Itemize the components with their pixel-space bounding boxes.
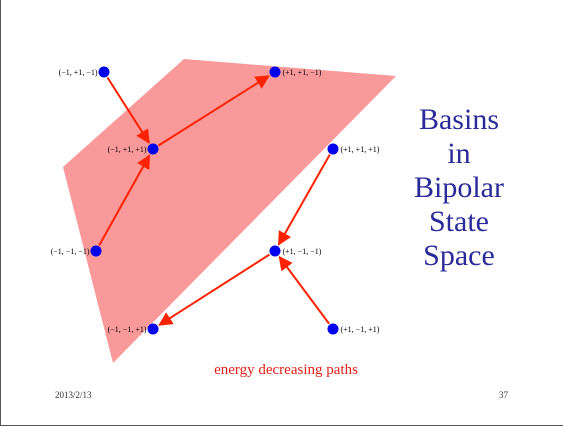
state-label-n5: (−1, −1, −1) — [51, 247, 90, 256]
paths-caption: energy decreasing paths — [214, 362, 358, 378]
state-node-n2 — [269, 66, 281, 78]
state-labels: (−1, +1, −1) (+1, +1, −1) (−1, +1, +1) (+1,… — [51, 68, 380, 334]
state-label-n6: (+1, −1, −1) — [283, 247, 322, 256]
energy-paths — [98, 75, 331, 326]
state-label-n1: (−1, +1, −1) — [59, 68, 98, 77]
state-node-n8 — [327, 323, 339, 335]
footer-date: 2013/2/13 — [55, 390, 92, 400]
title-line-1: Basins — [418, 103, 499, 136]
slide-title: Basins in Bipolar State Space — [399, 103, 519, 273]
arrow-n6-to-n7 — [158, 253, 271, 326]
state-node-n1 — [98, 66, 110, 78]
state-nodes — [90, 66, 339, 335]
state-node-n4 — [327, 143, 339, 155]
title-line-4: State — [429, 205, 489, 238]
arrow-n4-to-n6 — [277, 154, 331, 246]
state-label-n2: (+1, +1, −1) — [283, 68, 322, 77]
state-label-n4: (+1, +1, +1) — [341, 145, 380, 154]
state-label-n8: (+1, −1, +1) — [341, 325, 380, 334]
arrow-n8-to-n6 — [278, 255, 330, 325]
arrow-n3-to-n2 — [157, 75, 270, 147]
state-label-n3: (−1, +1, +1) — [108, 145, 147, 154]
state-node-n5 — [90, 245, 102, 257]
page-number: 37 — [499, 390, 508, 400]
state-node-n7 — [147, 323, 159, 335]
arrow-n5-to-n3 — [98, 154, 151, 246]
state-label-n7: (−1, −1, +1) — [108, 325, 147, 334]
title-line-5: Space — [423, 239, 495, 272]
arrow-n1-to-n3 — [106, 76, 150, 144]
title-line-2: in — [447, 137, 471, 170]
state-node-n6 — [269, 245, 281, 257]
basin-region — [63, 59, 396, 363]
state-node-n3 — [147, 143, 159, 155]
title-line-3: Bipolar — [414, 171, 504, 204]
